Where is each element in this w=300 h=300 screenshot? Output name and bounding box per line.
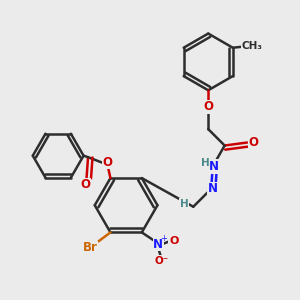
- Text: CH₃: CH₃: [242, 41, 263, 51]
- Text: O: O: [169, 236, 178, 246]
- Text: O: O: [102, 156, 112, 169]
- Text: H: H: [201, 158, 210, 168]
- Text: Br: Br: [83, 242, 98, 254]
- Text: O: O: [203, 100, 213, 113]
- Text: N: N: [208, 182, 218, 195]
- Text: O: O: [249, 136, 259, 149]
- Text: O: O: [80, 178, 90, 191]
- Text: N: N: [209, 160, 219, 173]
- Text: H: H: [180, 199, 189, 209]
- Text: +: +: [160, 234, 167, 243]
- Text: N: N: [153, 238, 163, 251]
- Text: O⁻: O⁻: [154, 256, 168, 266]
